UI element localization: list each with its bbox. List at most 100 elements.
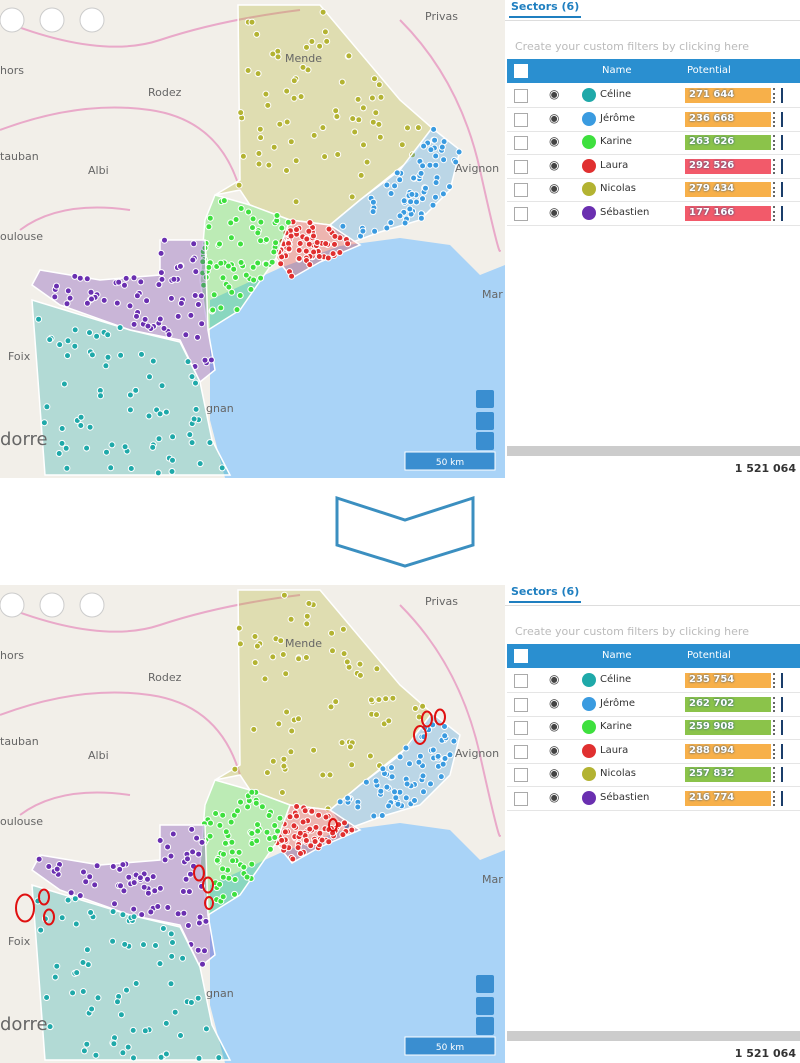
map-tool-button[interactable] xyxy=(39,592,65,618)
point xyxy=(136,874,144,882)
point xyxy=(294,844,302,852)
map-tool-button[interactable] xyxy=(39,7,65,33)
point xyxy=(289,855,297,863)
potential-value: 288 094 xyxy=(689,744,735,756)
point xyxy=(164,904,172,911)
point xyxy=(86,423,94,431)
checkbox[interactable] xyxy=(514,744,528,759)
checkbox[interactable] xyxy=(514,159,528,174)
checkbox[interactable] xyxy=(514,791,528,806)
tab-line xyxy=(505,605,800,606)
point xyxy=(56,341,64,349)
point xyxy=(292,157,300,165)
zoom-button[interactable] xyxy=(476,1017,494,1035)
zoom-button[interactable] xyxy=(476,975,494,993)
point xyxy=(285,245,293,253)
sector-area xyxy=(31,883,232,1061)
point xyxy=(158,382,166,390)
point xyxy=(189,848,197,856)
sea xyxy=(210,238,505,478)
point xyxy=(376,133,384,141)
point xyxy=(190,415,198,423)
potential-value: 257 832 xyxy=(689,768,735,779)
point xyxy=(179,888,187,895)
checkbox[interactable] xyxy=(514,112,528,127)
column-header: Potential xyxy=(687,650,731,661)
filter-hint[interactable]: Create your custom filters by clicking h… xyxy=(515,40,749,53)
sector-name: Céline xyxy=(600,674,632,685)
point xyxy=(161,236,168,244)
point xyxy=(140,941,147,949)
map-tool-button[interactable] xyxy=(79,7,105,33)
point xyxy=(368,94,376,102)
potential-value: 236 668 xyxy=(689,112,735,124)
checkbox[interactable] xyxy=(514,183,528,197)
point xyxy=(151,887,159,895)
checkbox[interactable] xyxy=(514,697,528,712)
sector-name: Karine xyxy=(600,136,632,147)
zoom-button[interactable] xyxy=(476,997,494,1015)
point xyxy=(359,227,367,235)
point xyxy=(219,274,227,282)
point xyxy=(345,52,353,60)
point xyxy=(206,439,214,447)
point xyxy=(121,940,129,948)
point xyxy=(231,876,239,883)
point xyxy=(195,919,203,927)
checkbox[interactable] xyxy=(514,206,528,221)
checkbox[interactable] xyxy=(514,674,528,688)
checkbox[interactable] xyxy=(514,136,528,150)
point xyxy=(293,812,300,820)
potential-value: 177 166 xyxy=(689,206,735,218)
point xyxy=(422,184,429,192)
color-dot xyxy=(582,205,596,220)
point xyxy=(225,283,233,291)
point xyxy=(167,930,175,938)
point xyxy=(302,654,310,661)
checkbox[interactable] xyxy=(514,89,528,103)
map-tool-button[interactable] xyxy=(0,592,25,618)
point xyxy=(293,803,301,810)
table-row: ◉ Karine 263 626 xyxy=(507,131,800,155)
point xyxy=(83,1040,91,1048)
point xyxy=(329,647,336,655)
point xyxy=(83,275,91,283)
map-label: Mar xyxy=(482,873,503,886)
table-row: ◉ Jérôme 236 668 xyxy=(507,108,800,132)
point xyxy=(373,711,380,719)
point xyxy=(249,224,256,232)
zoom-button[interactable] xyxy=(476,390,494,408)
tab[interactable]: Sectors (6) xyxy=(509,585,582,603)
point xyxy=(144,875,151,883)
point xyxy=(402,794,410,802)
point xyxy=(162,1019,170,1027)
point xyxy=(339,222,347,230)
filter-hint[interactable]: Create your custom filters by clicking h… xyxy=(515,625,749,638)
point xyxy=(102,362,110,370)
point xyxy=(344,240,352,248)
checkbox[interactable] xyxy=(514,721,528,735)
point xyxy=(109,908,117,916)
checkbox[interactable] xyxy=(514,768,528,782)
point xyxy=(324,254,332,262)
point xyxy=(122,274,130,282)
point xyxy=(91,881,99,889)
sector-name: Céline xyxy=(600,89,632,100)
point xyxy=(262,236,270,244)
map-tool-button[interactable] xyxy=(79,592,105,618)
point xyxy=(287,615,295,623)
point xyxy=(93,862,101,870)
point xyxy=(414,124,422,132)
point xyxy=(295,715,302,723)
point xyxy=(316,829,324,837)
zoom-button[interactable] xyxy=(476,432,494,450)
tab[interactable]: Sectors (6) xyxy=(509,0,582,18)
point xyxy=(331,232,339,240)
point xyxy=(237,259,245,266)
zoom-button[interactable] xyxy=(476,412,494,430)
map-tool-button[interactable] xyxy=(0,7,25,33)
point xyxy=(375,81,383,89)
point xyxy=(113,299,121,307)
point xyxy=(143,297,151,305)
point xyxy=(187,999,195,1006)
